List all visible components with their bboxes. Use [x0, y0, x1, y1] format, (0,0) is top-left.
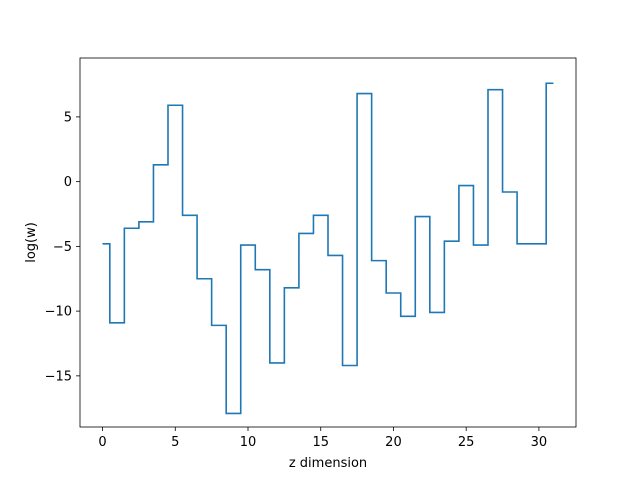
y-tick-label: −15: [45, 369, 72, 384]
plot-layer: [102, 82, 554, 415]
axes-frame: [79, 57, 577, 428]
x-tick-label: 15: [312, 435, 329, 450]
x-tick-label: 0: [98, 435, 106, 450]
y-tick-label: −5: [53, 240, 72, 255]
y-tick-label: 0: [64, 175, 72, 190]
x-tick-label: 10: [240, 435, 257, 450]
y-axis-label: log(w): [24, 222, 39, 263]
y-tick-label: −10: [45, 305, 72, 320]
x-tick-label: 20: [385, 435, 402, 450]
x-tick-label: 25: [458, 435, 475, 450]
y-tick-label: 5: [64, 110, 72, 125]
x-tick-label: 30: [531, 435, 548, 450]
x-tick-label: 5: [171, 435, 179, 450]
x-axis-label: z dimension: [289, 456, 367, 471]
x-ticks: 0 5 10 15 20 25 30: [98, 427, 547, 450]
series-step-line: [102, 82, 554, 415]
y-ticks: −15 −10 −5 0 5: [45, 110, 80, 384]
